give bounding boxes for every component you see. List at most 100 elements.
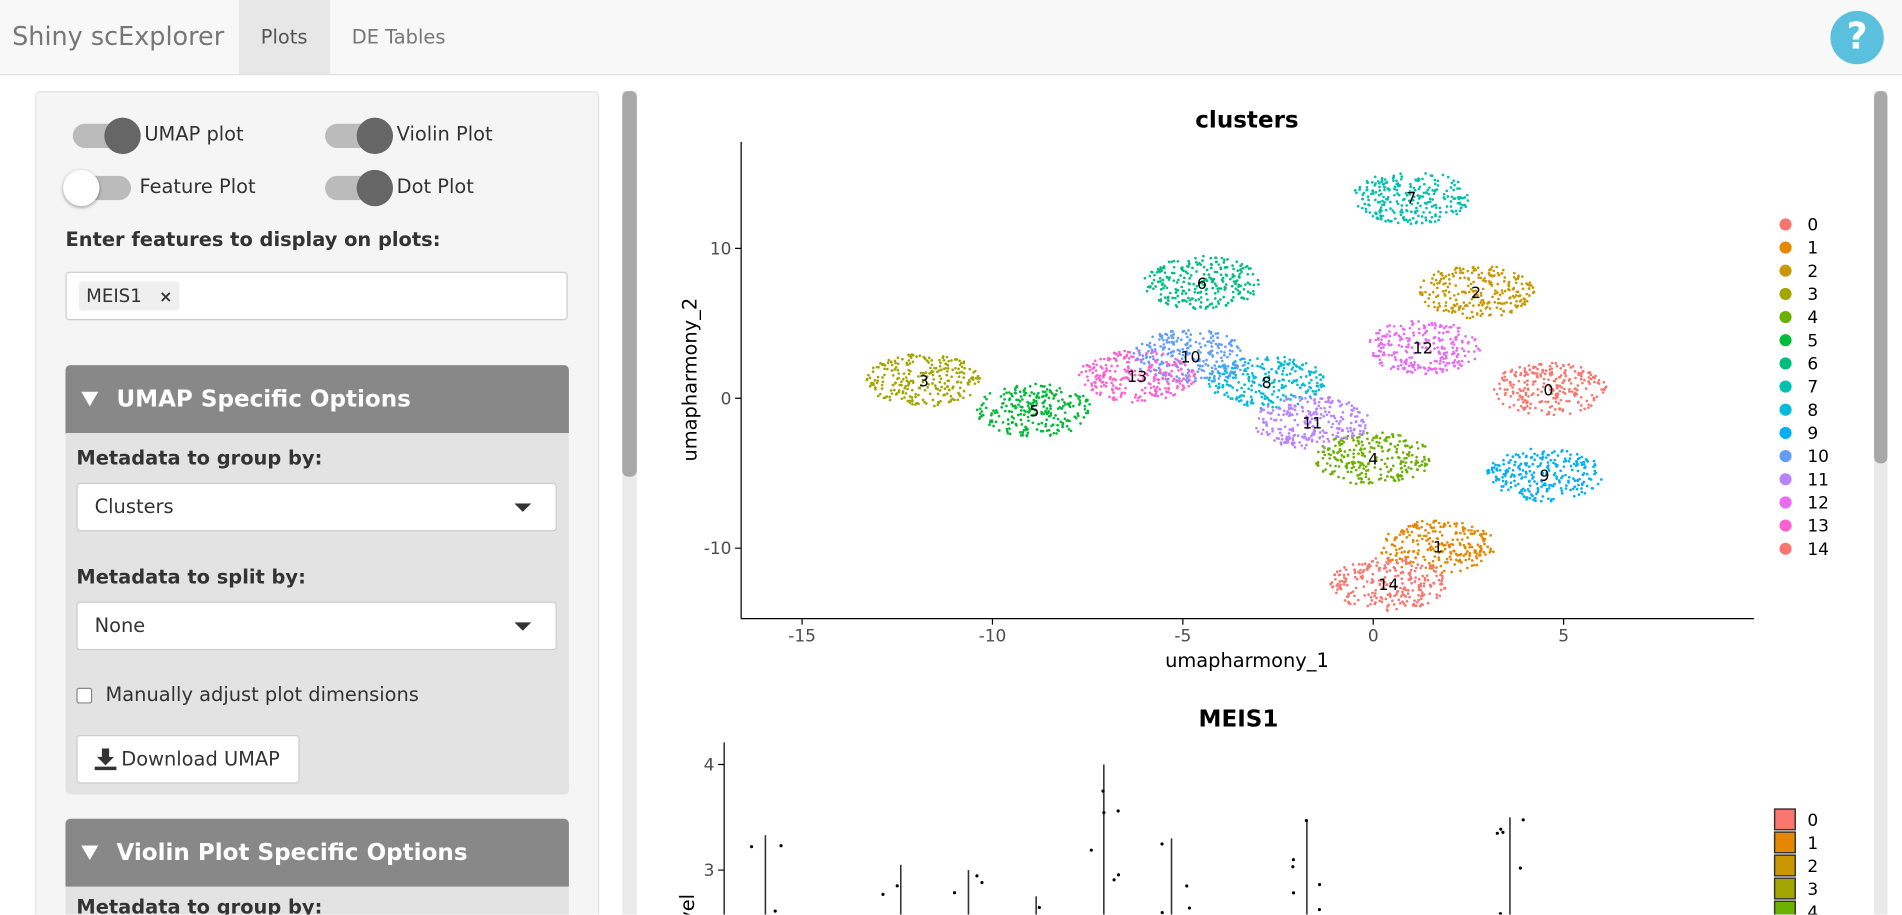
cluster bbox=[1486, 447, 1603, 503]
cell-point bbox=[1554, 393, 1558, 396]
checkbox[interactable] bbox=[76, 687, 93, 704]
select[interactable]: None bbox=[76, 601, 557, 651]
cell-point bbox=[1535, 492, 1538, 496]
cell-point bbox=[1469, 282, 1473, 286]
cell-point bbox=[1410, 319, 1414, 323]
cell-point bbox=[1564, 487, 1568, 490]
cell-point bbox=[1422, 341, 1426, 345]
feature-input[interactable]: MEIS1 × bbox=[65, 271, 568, 321]
cell-point bbox=[1577, 493, 1581, 496]
cell-point bbox=[1316, 460, 1320, 464]
tab[interactable]: DE Tables bbox=[351, 25, 446, 49]
cell-point bbox=[1431, 567, 1434, 570]
cell-point bbox=[1523, 367, 1527, 370]
cell-point bbox=[1452, 274, 1455, 278]
legend-label: 12 bbox=[1807, 493, 1829, 513]
cell-point bbox=[1098, 374, 1102, 378]
cell-point bbox=[1053, 394, 1056, 398]
cell-point bbox=[978, 407, 982, 411]
cell-point bbox=[1445, 351, 1449, 354]
cluster-label: 0 bbox=[1543, 380, 1553, 399]
cell-point bbox=[1544, 456, 1548, 459]
cell-point bbox=[1027, 401, 1031, 405]
cell-point bbox=[894, 381, 897, 385]
cell-point bbox=[1099, 391, 1103, 395]
cell-point bbox=[1509, 301, 1513, 305]
cell-point bbox=[1167, 352, 1170, 355]
cell-point bbox=[1423, 576, 1427, 580]
cell-point bbox=[1385, 583, 1389, 586]
cell-point bbox=[1375, 564, 1378, 567]
cell-point bbox=[1204, 278, 1208, 281]
cell-point bbox=[1061, 425, 1064, 429]
outlier bbox=[1037, 905, 1041, 910]
cell-point bbox=[1328, 457, 1332, 460]
cell-point bbox=[1161, 361, 1165, 365]
cell-point bbox=[1392, 175, 1395, 179]
cell-point bbox=[969, 377, 973, 380]
scrollbar[interactable] bbox=[1874, 90, 1888, 915]
cell-point bbox=[887, 358, 891, 362]
cell-point bbox=[1315, 381, 1319, 385]
scrollbar[interactable] bbox=[622, 90, 637, 915]
cell-point bbox=[936, 392, 940, 396]
cell-point bbox=[1384, 597, 1388, 601]
cell-point bbox=[1197, 298, 1201, 301]
cell-point bbox=[1435, 566, 1438, 569]
cell-point bbox=[1050, 424, 1053, 428]
brand[interactable]: Shiny scExplorer bbox=[12, 21, 225, 51]
checkbox-label[interactable]: Manually adjust plot dimensions bbox=[105, 682, 419, 706]
cell-point bbox=[1346, 430, 1350, 433]
cell-point bbox=[1350, 466, 1354, 470]
cell-point bbox=[1194, 256, 1197, 260]
tab[interactable]: Plots bbox=[238, 0, 330, 74]
cell-point bbox=[1454, 209, 1458, 213]
panel-header[interactable]: Violin Plot Specific Options bbox=[65, 818, 569, 887]
scroll-thumb[interactable] bbox=[622, 90, 637, 477]
cell-point bbox=[1164, 396, 1168, 400]
download-button[interactable]: Download UMAP bbox=[76, 735, 300, 784]
cell-point bbox=[1279, 418, 1283, 422]
label: Metadata to group by: bbox=[76, 895, 323, 915]
cell-point bbox=[1157, 366, 1161, 370]
cell-point bbox=[889, 389, 893, 392]
cell-point bbox=[1088, 369, 1092, 372]
cell-point bbox=[1101, 380, 1105, 384]
cell-point bbox=[1389, 581, 1392, 585]
cell-point bbox=[1044, 424, 1047, 428]
select[interactable]: Clusters bbox=[76, 482, 557, 532]
cell-point bbox=[1033, 413, 1037, 417]
cell-point bbox=[1008, 427, 1011, 430]
cell-point bbox=[943, 382, 947, 385]
cell-point bbox=[881, 376, 884, 379]
cell-point bbox=[1541, 455, 1545, 459]
cell-point bbox=[1550, 370, 1554, 374]
cell-point bbox=[1479, 314, 1483, 317]
cell-point bbox=[1581, 369, 1585, 373]
cell-point bbox=[1424, 534, 1428, 538]
cell-point bbox=[1357, 563, 1361, 566]
cell-point bbox=[982, 402, 985, 405]
cell-point bbox=[1383, 564, 1387, 567]
cell-point bbox=[1044, 422, 1048, 426]
cell-point bbox=[1281, 393, 1285, 397]
cell-point bbox=[938, 358, 941, 362]
cell-point bbox=[1406, 589, 1410, 592]
cell-point bbox=[1123, 368, 1127, 371]
cell-point bbox=[1523, 303, 1527, 306]
scroll-thumb[interactable] bbox=[1874, 90, 1888, 464]
cell-point bbox=[907, 359, 911, 362]
cell-point bbox=[1439, 525, 1443, 529]
cell-point bbox=[1461, 340, 1464, 344]
cell-point bbox=[1079, 422, 1082, 425]
cell-point bbox=[1176, 336, 1180, 340]
cell-point bbox=[1368, 340, 1372, 344]
chip-remove[interactable]: × bbox=[159, 288, 173, 307]
panel-header[interactable]: UMAP Specific Options bbox=[65, 365, 569, 434]
cell-point bbox=[1361, 443, 1364, 447]
cell-point bbox=[1331, 450, 1335, 453]
cell-point bbox=[1187, 282, 1191, 285]
help-button[interactable]: ? bbox=[1830, 10, 1884, 65]
cell-point bbox=[1303, 436, 1307, 439]
cell-point bbox=[1586, 460, 1590, 463]
